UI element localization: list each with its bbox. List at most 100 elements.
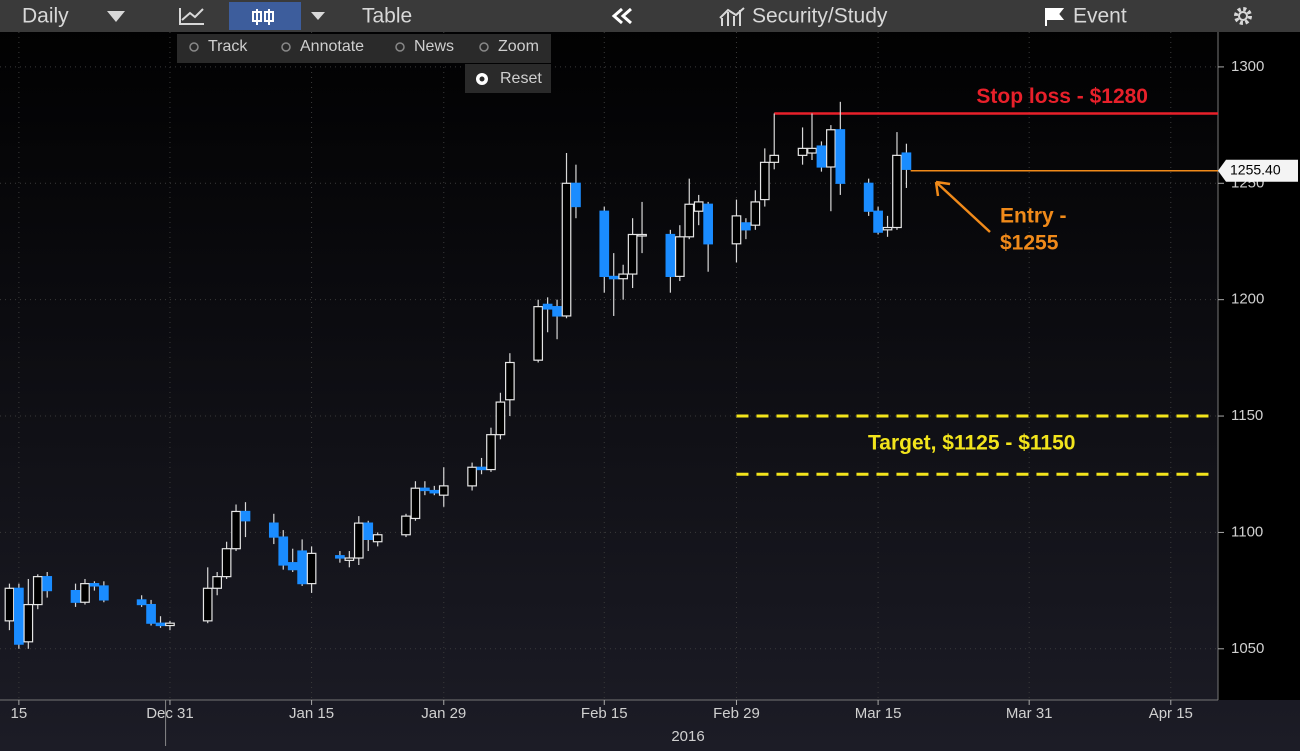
tools: Track Annotate News Zoom (189, 38, 539, 55)
candle-body (70, 590, 81, 603)
x-tick-label: Mar 31 (1006, 705, 1053, 722)
candle-body (542, 303, 553, 310)
candle-body (287, 562, 298, 571)
study-icon (719, 7, 745, 26)
year-label: 2016 (671, 728, 704, 745)
candle-body (420, 487, 430, 492)
candle-body (32, 576, 43, 606)
collapse-icon (611, 7, 632, 25)
table-label: Table (362, 5, 412, 28)
candle-body (863, 182, 874, 212)
tool-label: Zoom (498, 38, 539, 55)
axis-panel (1218, 32, 1300, 700)
settings-icon (1234, 7, 1252, 25)
candle-body (202, 587, 213, 622)
candle-body (278, 536, 289, 566)
reset-label: Reset (500, 70, 542, 87)
candle-body (353, 522, 364, 559)
marks: Stop loss - $1280 Target, $1125 - $1150 En… (4, 85, 1298, 649)
entry-arrow (934, 180, 991, 233)
candle-body (99, 585, 109, 601)
candle-body (835, 129, 846, 184)
candle-body (816, 145, 827, 168)
candle-body (892, 154, 902, 229)
x-tick-label: Feb 15 (581, 705, 628, 722)
candle-body (665, 233, 676, 277)
candle-body (674, 236, 685, 277)
candle-body (495, 401, 506, 436)
period-label: Daily (22, 5, 69, 28)
tool-icon (281, 42, 291, 52)
candle-body (684, 203, 695, 238)
candle-body (505, 361, 515, 401)
candle-body (335, 555, 345, 559)
candle-body (467, 466, 477, 487)
y-tick-label: 1150 (1231, 407, 1263, 424)
candle-body (410, 487, 421, 520)
candle-body (731, 215, 742, 245)
settings-icon (1238, 11, 1248, 21)
candle-body (372, 534, 383, 543)
x-tick-label: Jan 29 (421, 705, 466, 722)
candle-body (80, 583, 90, 603)
candle-body (561, 182, 572, 317)
stop-loss-label: Stop loss - $1280 (976, 85, 1148, 108)
candle-body (627, 233, 638, 275)
candle-body (901, 152, 912, 170)
candle-body (759, 161, 770, 201)
candle-icon (264, 11, 274, 22)
tool-icon (395, 42, 405, 52)
event-icon (1045, 8, 1065, 26)
tool-label: Annotate (300, 38, 364, 55)
y-tick-label: 1050 (1231, 640, 1264, 657)
candle-body (571, 182, 581, 208)
x-tick-label: 15 (11, 705, 28, 722)
candle-body (429, 489, 440, 494)
candle-body (882, 226, 893, 231)
candle-body (42, 576, 53, 592)
candle-body (14, 587, 24, 645)
candle-body (552, 306, 562, 317)
candle-body (221, 548, 232, 578)
x-tick-label: Dec 31 (146, 705, 194, 722)
candle-body (769, 154, 780, 163)
tool-label: News (414, 38, 454, 55)
candle-body (438, 485, 449, 496)
tool-icon (189, 42, 199, 52)
candle-body (136, 599, 147, 606)
line-chart-icon (179, 8, 204, 25)
table-button[interactable] (345, 2, 563, 30)
candle-body (741, 222, 751, 231)
candle-body (807, 147, 817, 154)
candle-body (873, 210, 883, 233)
candle-body (703, 203, 713, 245)
candle-body (599, 210, 610, 277)
y-tick-label: 1100 (1231, 523, 1263, 540)
candle-body (268, 522, 279, 538)
dropdown-icon (107, 11, 125, 22)
candle-body (637, 233, 647, 237)
tool-icon (479, 42, 489, 52)
tool-strip (177, 34, 551, 63)
candle-body (89, 583, 100, 587)
tool-label: Track (208, 38, 248, 55)
reset-icon (479, 76, 485, 82)
event-button[interactable] (998, 2, 1188, 30)
candle-body (608, 275, 619, 280)
candle-body (297, 550, 307, 585)
dropdown-icon (311, 12, 325, 20)
x-tick-label: Apr 15 (1149, 705, 1193, 722)
candle-body (618, 273, 629, 280)
candle-body (240, 510, 251, 522)
candle-body (165, 622, 175, 627)
x-tick-label: Mar 15 (855, 705, 902, 722)
candle-body (797, 147, 808, 156)
line-chart-button[interactable] (155, 2, 227, 30)
target-label: Target, $1125 - $1150 (868, 432, 1075, 455)
last-price-box (1218, 159, 1298, 182)
candle-body (363, 522, 374, 541)
x-tick-label: Jan 15 (289, 705, 334, 722)
